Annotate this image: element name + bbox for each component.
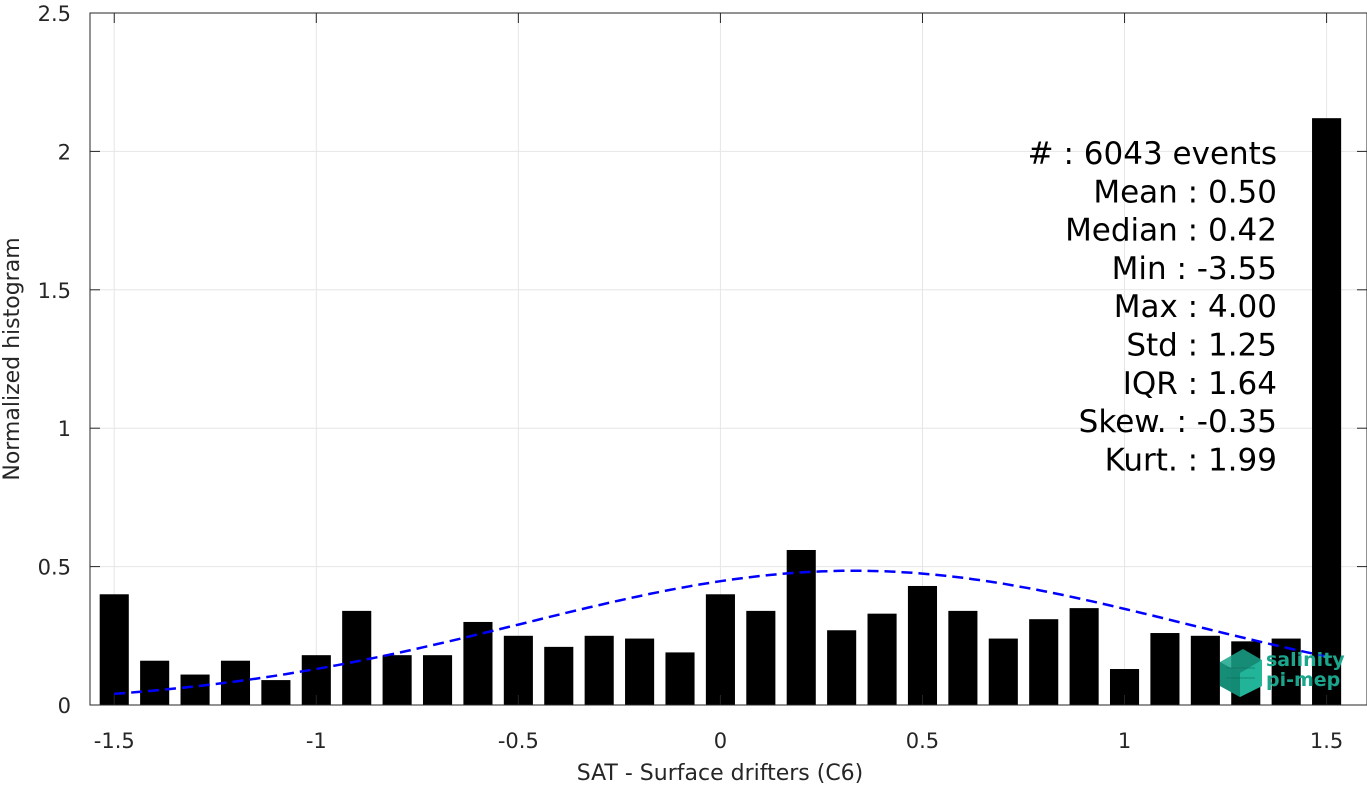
stat-line: Max : 4.00 bbox=[1114, 289, 1277, 325]
x-tick-label: 0 bbox=[714, 729, 727, 753]
histogram-bar bbox=[1069, 608, 1099, 705]
histogram-bar bbox=[1271, 638, 1301, 705]
histogram-bar bbox=[988, 638, 1018, 705]
histogram-bar bbox=[1029, 619, 1059, 705]
x-axis-label: SAT - Surface drifters (C6) bbox=[577, 761, 864, 785]
y-axis-label: Normalized histogram bbox=[0, 237, 25, 480]
salinity-pimep-logo: salinity pi-mep bbox=[1220, 649, 1345, 697]
stat-line: # : 6043 events bbox=[1028, 136, 1277, 172]
histogram-bar bbox=[665, 652, 695, 705]
histogram-bar bbox=[1190, 635, 1220, 705]
stat-line: Min : -3.55 bbox=[1112, 251, 1277, 287]
stat-line: IQR : 1.64 bbox=[1123, 366, 1277, 402]
stat-line: Median : 0.42 bbox=[1065, 213, 1277, 249]
stat-line: Skew. : -0.35 bbox=[1079, 404, 1277, 440]
x-tick-label: -1.5 bbox=[94, 729, 135, 753]
axes bbox=[89, 12, 1367, 706]
x-tick-label: 1.5 bbox=[1310, 729, 1343, 753]
histogram-bar bbox=[503, 635, 533, 705]
x-tick-label: -0.5 bbox=[498, 729, 539, 753]
histogram-bar bbox=[705, 594, 735, 705]
y-tick-label: 1 bbox=[58, 417, 71, 441]
y-tick-label: 0 bbox=[58, 694, 71, 718]
histogram-bar bbox=[99, 594, 129, 705]
histogram-bar bbox=[1312, 118, 1342, 705]
histogram-bar bbox=[827, 630, 857, 705]
logo-line2: pi-mep bbox=[1266, 669, 1340, 691]
fit-curve bbox=[114, 569, 1327, 696]
stat-line: Mean : 0.50 bbox=[1093, 174, 1277, 210]
histogram-bar bbox=[382, 655, 412, 705]
histogram-bar bbox=[1150, 633, 1180, 705]
histogram-bar bbox=[261, 680, 291, 705]
logo-line1: salinity bbox=[1266, 649, 1345, 671]
bars bbox=[99, 118, 1342, 705]
histogram-bar bbox=[867, 613, 897, 705]
x-tick-labels: -1.5 -1 -0.5 0 0.5 1 1.5 bbox=[94, 729, 1344, 753]
histogram-bar bbox=[584, 635, 614, 705]
stat-line: Std : 1.25 bbox=[1126, 328, 1277, 364]
y-tick-label: 1.5 bbox=[38, 279, 71, 303]
histogram-bar bbox=[625, 638, 655, 705]
y-tick-labels: 0 0.5 1 1.5 2 2.5 bbox=[38, 2, 71, 718]
y-tick-label: 0.5 bbox=[38, 556, 71, 580]
histogram-bar bbox=[463, 621, 493, 705]
histogram-bar bbox=[544, 646, 574, 705]
axes-box bbox=[89, 12, 1367, 706]
histogram-bar bbox=[948, 610, 978, 705]
y-tick-label: 2.5 bbox=[38, 2, 71, 26]
histogram-bar bbox=[342, 610, 372, 705]
stat-line: Kurt. : 1.99 bbox=[1105, 442, 1277, 478]
y-tick-label: 2 bbox=[58, 140, 71, 164]
histogram-bar bbox=[140, 660, 170, 705]
x-tick-label: -1 bbox=[306, 729, 327, 753]
histogram-bar bbox=[786, 549, 816, 705]
plot-area bbox=[90, 13, 1367, 705]
x-tick-label: 1 bbox=[1118, 729, 1131, 753]
histogram-bar bbox=[907, 585, 938, 705]
x-tick-label: 0.5 bbox=[906, 729, 939, 753]
logo-cube-icon bbox=[1220, 649, 1262, 697]
histogram-bar bbox=[180, 674, 210, 705]
histogram-bar bbox=[746, 610, 776, 705]
histogram-bar bbox=[422, 655, 453, 705]
